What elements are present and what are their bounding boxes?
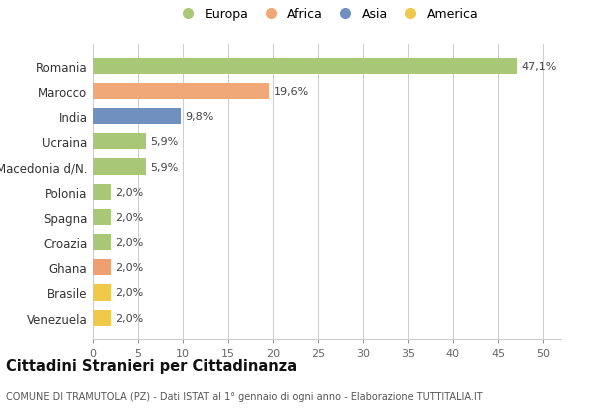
Text: 2,0%: 2,0% [115, 288, 144, 298]
Bar [93, 209, 111, 225]
Bar [93, 234, 111, 251]
Bar [93, 285, 111, 301]
Text: Cittadini Stranieri per Cittadinanza: Cittadini Stranieri per Cittadinanza [6, 358, 297, 373]
Bar [93, 58, 517, 75]
Bar [93, 259, 111, 276]
Text: 5,9%: 5,9% [151, 162, 179, 172]
Text: 19,6%: 19,6% [274, 87, 309, 97]
Text: 2,0%: 2,0% [115, 263, 144, 273]
Bar [93, 310, 111, 326]
Text: 9,8%: 9,8% [186, 112, 214, 122]
Text: COMUNE DI TRAMUTOLA (PZ) - Dati ISTAT al 1° gennaio di ogni anno - Elaborazione : COMUNE DI TRAMUTOLA (PZ) - Dati ISTAT al… [6, 391, 482, 401]
Bar [93, 159, 146, 175]
Bar [93, 83, 269, 100]
Text: 2,0%: 2,0% [115, 212, 144, 222]
Text: 5,9%: 5,9% [151, 137, 179, 147]
Bar [93, 109, 181, 125]
Legend: Europa, Africa, Asia, America: Europa, Africa, Asia, America [173, 6, 481, 24]
Text: 2,0%: 2,0% [115, 313, 144, 323]
Text: 47,1%: 47,1% [521, 62, 557, 72]
Text: 2,0%: 2,0% [115, 238, 144, 247]
Bar [93, 134, 146, 150]
Text: 2,0%: 2,0% [115, 187, 144, 197]
Bar [93, 184, 111, 200]
